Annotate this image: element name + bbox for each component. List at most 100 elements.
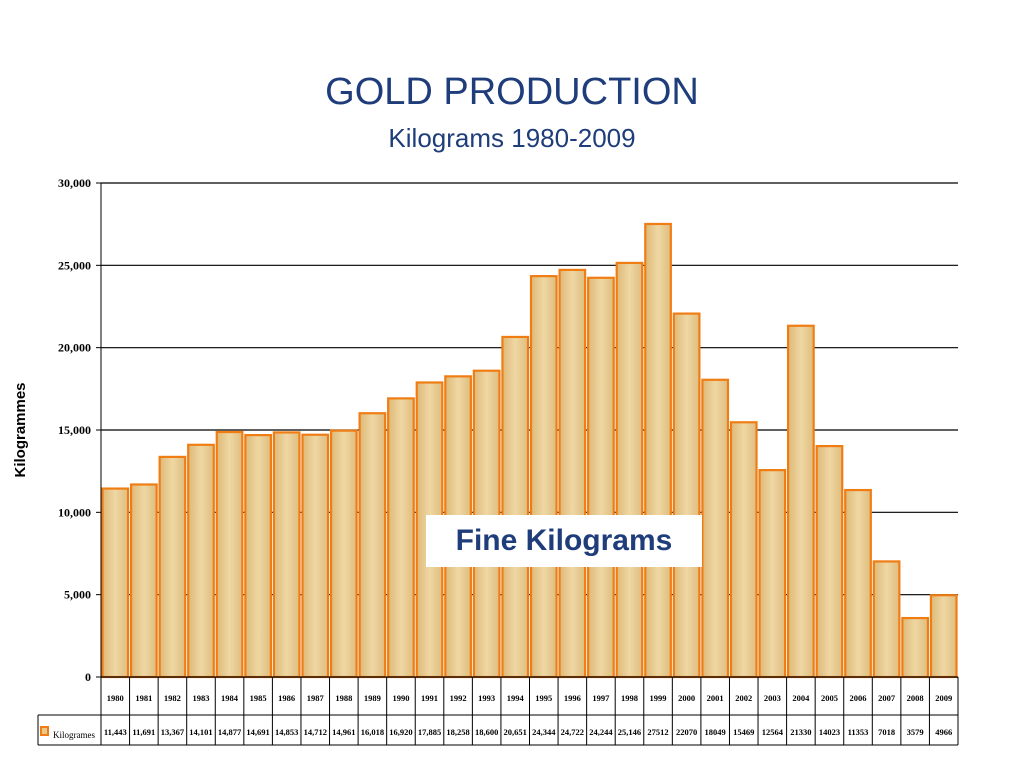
data-label: 18,600: [475, 727, 498, 737]
data-label: 27512: [647, 727, 668, 737]
bar: [187, 443, 215, 679]
data-label: 13,367: [161, 727, 185, 737]
bars: [101, 222, 958, 679]
x-category-label: 1982: [164, 693, 181, 703]
bar: [358, 412, 387, 679]
y-tick-label: 5,000: [64, 588, 91, 602]
bar: [272, 431, 301, 679]
data-label: 4966: [935, 727, 952, 737]
bar: [129, 483, 158, 679]
x-category-label: 2004: [792, 693, 810, 703]
bar: [672, 312, 701, 679]
grid-lines: [101, 182, 958, 596]
data-label: 14023: [819, 727, 840, 737]
bar: [615, 261, 644, 679]
x-category-label: 2002: [735, 693, 752, 703]
data-label: 21330: [790, 727, 811, 737]
data-label: 14,691: [246, 727, 269, 737]
y-tick-label: 15,000: [58, 423, 91, 437]
bar: [644, 222, 672, 679]
bar: [501, 335, 530, 679]
bar: [387, 397, 415, 679]
bar: [215, 430, 244, 679]
data-label: 18,258: [446, 727, 469, 737]
data-label: 14,712: [304, 727, 327, 737]
data-label: 12564: [762, 727, 784, 737]
x-category-label: 1999: [650, 693, 667, 703]
bar: [901, 616, 930, 679]
legend-swatch: [40, 726, 49, 736]
bar: [844, 488, 872, 679]
bar: [701, 378, 730, 679]
x-category-label: 2009: [935, 693, 952, 703]
data-label: 14,853: [275, 727, 298, 737]
bar: [729, 421, 758, 679]
x-category-label: 2005: [821, 693, 838, 703]
bar: [158, 455, 187, 679]
data-label: 24,244: [589, 727, 613, 737]
chart-title: GOLD PRODUCTION: [325, 71, 699, 113]
bar: [786, 324, 815, 679]
data-label: 3579: [907, 727, 924, 737]
bar: [329, 429, 358, 679]
data-label: 15469: [733, 727, 754, 737]
x-category-label: 1989: [364, 693, 381, 703]
data-label: 14,877: [218, 727, 242, 737]
x-category-label: 1992: [450, 693, 467, 703]
legend-series-name: Kilogrames: [53, 730, 95, 740]
bar: [529, 275, 558, 679]
bar: [929, 594, 958, 679]
data-label: 25,146: [618, 727, 641, 737]
x-category-label: 1993: [478, 693, 495, 703]
chart-subtitle: Kilograms 1980-2009: [388, 123, 636, 153]
x-category-label: 2008: [907, 693, 924, 703]
y-tick-label: 25,000: [58, 258, 91, 272]
data-label: 11,443: [104, 727, 127, 737]
data-label: 11353: [848, 727, 869, 737]
bar: [758, 469, 787, 679]
bar: [587, 276, 615, 679]
x-category-label: 2001: [707, 693, 724, 703]
bar: [244, 433, 272, 679]
x-category-label: 1998: [621, 693, 638, 703]
x-category-label: 1983: [192, 693, 209, 703]
bar: [815, 444, 844, 679]
x-category-label: 1995: [535, 693, 552, 703]
data-label: 20,651: [504, 727, 527, 737]
data-label: 24,722: [561, 727, 584, 737]
data-label: 17,885: [418, 727, 441, 737]
data-label: 18049: [705, 727, 726, 737]
data-label: 16,920: [389, 727, 412, 737]
x-category-label: 1985: [250, 693, 267, 703]
x-category-label: 1997: [592, 693, 610, 703]
y-tick-label: 0: [85, 670, 91, 684]
data-label: 14,101: [189, 727, 212, 737]
y-axis: 0 5,000 10,000 15,000 20,000 25,000 30,000: [58, 176, 102, 684]
data-label: 24,344: [532, 727, 556, 737]
x-category-label: 2000: [678, 693, 695, 703]
bar: [301, 433, 330, 679]
data-label: 7018: [878, 727, 895, 737]
y-axis-label: Kilogrammes: [12, 382, 29, 477]
data-label: 14,961: [332, 727, 355, 737]
x-category-label: 2006: [850, 693, 867, 703]
y-tick-label: 30,000: [58, 176, 91, 190]
x-category-label: 1984: [221, 693, 239, 703]
x-category-label: 2007: [878, 693, 896, 703]
data-table: 1980 11,443 1981 11,691 1982 13,367 1983 14,101…: [37, 676, 959, 746]
bar: [558, 268, 587, 679]
x-category-label: 1980: [107, 693, 124, 703]
y-tick-label: 20,000: [58, 341, 91, 355]
x-category-label: 1986: [278, 693, 295, 703]
fine-kilograms-annotation: Fine Kilograms: [426, 515, 702, 567]
y-tick-label: 10,000: [58, 505, 91, 519]
x-category-label: 1990: [392, 693, 409, 703]
bar: [101, 487, 130, 679]
x-category-label: 1991: [421, 693, 438, 703]
data-label: 22070: [676, 727, 697, 737]
data-label: 11,691: [132, 727, 155, 737]
x-category-label: 2003: [764, 693, 781, 703]
data-label: 16,018: [361, 727, 384, 737]
x-category-label: 1981: [135, 693, 152, 703]
